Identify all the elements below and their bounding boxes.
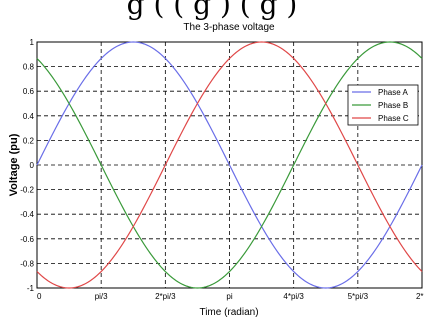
y-tick-label: -0.8 xyxy=(20,259,34,268)
clipped-header-text: g ( ( g ) ( g ) xyxy=(127,0,298,21)
x-axis-label: Time (radian) xyxy=(199,307,258,318)
y-tick-label: -1 xyxy=(27,284,35,293)
x-tick-label: pi xyxy=(226,292,232,301)
y-tick-label: -0.2 xyxy=(20,186,34,195)
y-tick-label: -0.4 xyxy=(20,210,34,219)
legend-label-phase-a: Phase A xyxy=(378,88,408,97)
y-tick-label: -0.6 xyxy=(20,235,34,244)
tick-labels: 0 pi/3 2*pi/3 pi 4*pi/3 5*pi/3 2*p 1 0.8 0.6 0.4 0.… xyxy=(20,38,424,301)
x-tick-label: 5*pi/3 xyxy=(348,292,369,301)
y-axis-label: Voltage (pu) xyxy=(8,133,20,196)
x-tick-label: pi/3 xyxy=(95,292,108,301)
series-lines xyxy=(36,41,423,289)
legend-label-phase-c: Phase C xyxy=(378,114,409,123)
x-tick-label: 0 xyxy=(37,292,42,301)
y-tick-label: 0.8 xyxy=(23,63,35,72)
chart-title: The 3-phase voltage xyxy=(183,22,275,33)
x-tick-label: 2*p xyxy=(416,292,424,301)
x-tick-label: 2*pi/3 xyxy=(155,292,176,301)
x-tick-label: 4*pi/3 xyxy=(283,292,304,301)
y-tick-label: 0 xyxy=(30,161,35,170)
y-tick-label: 0.4 xyxy=(23,112,35,121)
legend-label-phase-b: Phase B xyxy=(378,101,408,110)
y-tick-label: 0.6 xyxy=(23,87,35,96)
legend: Phase A Phase B Phase C xyxy=(347,84,419,126)
y-tick-label: 0.2 xyxy=(23,136,35,145)
y-tick-label: 1 xyxy=(30,38,35,47)
